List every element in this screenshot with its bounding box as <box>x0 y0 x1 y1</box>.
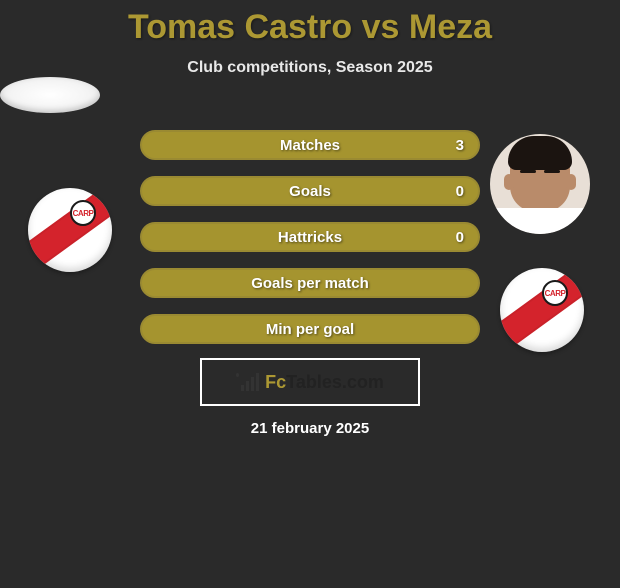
stats-container: Matches 3 Goals 0 Hattricks 0 Goals per … <box>140 130 480 360</box>
stat-row-matches: Matches 3 <box>140 130 480 160</box>
stat-label: Goals per match <box>142 275 478 292</box>
club-crest-text: CARP <box>542 280 568 306</box>
branding-text: FcTables.com <box>265 372 384 393</box>
player-left-avatar <box>0 77 100 113</box>
stat-row-hattricks: Hattricks 0 <box>140 222 480 252</box>
date-label: 21 february 2025 <box>0 420 620 437</box>
club-sash <box>500 268 584 351</box>
subtitle: Club competitions, Season 2025 <box>0 59 620 77</box>
club-crest-text: CARP <box>70 200 96 226</box>
bar-chart-icon <box>236 373 259 391</box>
player-left-club-badge: CARP <box>28 188 112 272</box>
stat-label: Matches <box>142 137 478 154</box>
stat-row-goals-per-match: Goals per match <box>140 268 480 298</box>
stat-label: Hattricks <box>142 229 478 246</box>
stat-value-right: 0 <box>456 229 464 246</box>
stat-value-right: 0 <box>456 183 464 200</box>
stat-row-goals: Goals 0 <box>140 176 480 206</box>
page-title: Tomas Castro vs Meza <box>0 8 620 47</box>
stat-label: Min per goal <box>142 321 478 338</box>
branding-watermark: FcTables.com <box>200 358 420 406</box>
club-sash <box>28 188 112 271</box>
stat-value-right: 3 <box>456 137 464 154</box>
stat-label: Goals <box>142 183 478 200</box>
player-right-avatar <box>490 134 590 234</box>
stat-row-min-per-goal: Min per goal <box>140 314 480 344</box>
player-right-club-badge: CARP <box>500 268 584 352</box>
